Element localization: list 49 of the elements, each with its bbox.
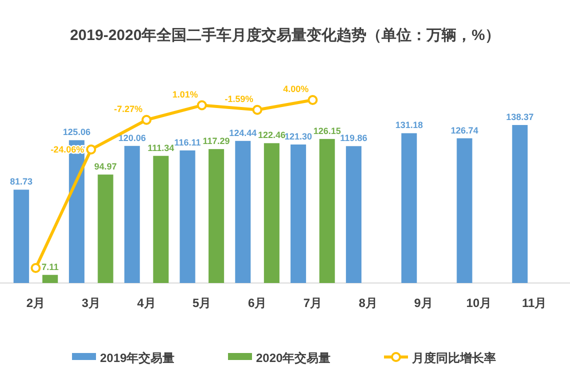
- bar: [346, 146, 362, 283]
- data-label: 94.97: [94, 162, 117, 172]
- data-label: 121.30: [284, 132, 312, 142]
- bar: [319, 138, 335, 283]
- data-label: 111.34: [148, 142, 174, 153]
- x-tick-label: 2月: [26, 296, 46, 310]
- data-label: 116.11: [174, 137, 201, 148]
- data-label: 81.73: [10, 176, 33, 187]
- data-label: 125.06: [62, 127, 90, 138]
- x-tick-label: 8月: [358, 296, 378, 310]
- x-tick-label: 7月: [303, 296, 322, 310]
- legend-label: 2020年交易量: [256, 351, 331, 365]
- data-label: 119.86: [340, 133, 368, 144]
- x-tick-label: 6月: [248, 296, 267, 310]
- legend-label: 月度同比增长率: [411, 351, 496, 365]
- chart-title: 2019-2020年全国二手车月度交易量变化趋势（单位：万辆，%）: [70, 26, 500, 44]
- data-label: 124.44: [229, 128, 257, 138]
- bar: [235, 140, 251, 283]
- data-label: -1.59%: [224, 94, 254, 104]
- data-label: 4.00%: [283, 84, 309, 94]
- bar: [14, 190, 30, 283]
- x-tick-label: 10月: [466, 296, 492, 310]
- x-tick-label: 3月: [82, 296, 100, 310]
- data-label: 126.74: [450, 125, 478, 136]
- data-label: 7.11: [42, 262, 59, 272]
- bar: [456, 138, 472, 283]
- bar: [264, 143, 280, 283]
- bar: [42, 274, 58, 283]
- x-tick-label: 9月: [414, 296, 433, 310]
- bar: [124, 146, 140, 283]
- bar: [512, 125, 528, 283]
- data-label: 138.37: [506, 112, 534, 122]
- data-label: 1.01%: [172, 89, 198, 100]
- data-label: 117.29: [202, 136, 230, 146]
- bar: [208, 149, 224, 283]
- bar: [153, 156, 169, 283]
- legend-label: 2019年交易量: [100, 351, 175, 365]
- bar: [401, 133, 417, 283]
- x-tick-label: 5月: [192, 296, 212, 310]
- x-tick-label: 11月: [522, 296, 547, 310]
- data-label: 122.46: [258, 130, 286, 140]
- bar: [180, 150, 196, 283]
- data-label: -7.27%: [114, 104, 142, 114]
- data-label: 120.06: [118, 132, 146, 143]
- bar: [290, 144, 306, 283]
- data-label: 126.15: [313, 126, 341, 136]
- data-label: 131.18: [395, 120, 423, 130]
- bar: [98, 174, 114, 283]
- x-tick-label: 4月: [137, 296, 156, 310]
